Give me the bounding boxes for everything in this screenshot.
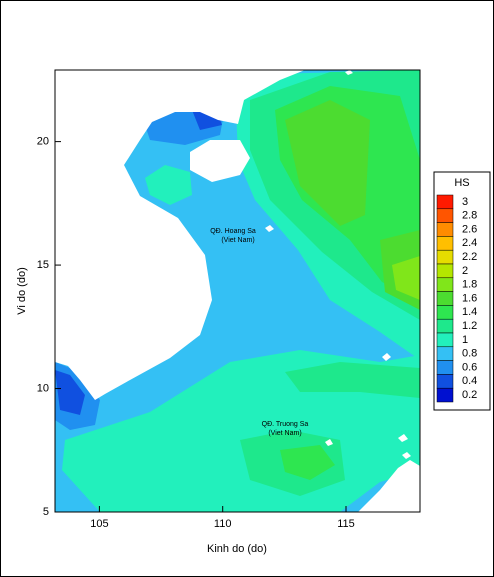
annotation: QĐ. Hoang Sa <box>210 228 256 235</box>
legend-label: 1.8 <box>462 279 477 291</box>
hainan <box>190 140 250 182</box>
legend-label: 1.6 <box>462 292 477 304</box>
borneo <box>358 460 420 512</box>
legend-label: 2.4 <box>462 237 477 249</box>
contour-region <box>285 362 420 398</box>
legend-swatch <box>436 236 454 251</box>
y-tick-label: 20 <box>37 136 49 148</box>
legend-label: 2 <box>462 265 468 277</box>
legend-swatch <box>436 387 454 403</box>
annotation: (Viet Nam) <box>221 237 254 244</box>
annotation: QĐ. Truong Sa <box>262 421 309 428</box>
legend-swatch <box>436 277 454 292</box>
x-axis-label: Kinh do (do) <box>207 543 267 555</box>
legend-title: HS <box>454 177 469 189</box>
legend-label: 2.2 <box>462 251 477 263</box>
legend-label: 3 <box>462 196 468 208</box>
contour-region <box>392 256 420 300</box>
x-tick-label: 115 <box>337 518 355 530</box>
legend-label: 1.2 <box>462 320 477 332</box>
legend-swatch <box>436 222 454 237</box>
legend-swatch <box>436 346 454 361</box>
legend-label: 1.4 <box>462 306 477 318</box>
contour-region <box>285 100 370 226</box>
legend-swatch <box>436 263 454 279</box>
y-tick-label: 10 <box>37 382 49 394</box>
y-tick-label: 15 <box>37 259 49 271</box>
plot-border <box>54 69 421 513</box>
contour-region <box>280 445 335 480</box>
contour-region <box>145 165 192 205</box>
legend-label: 0.2 <box>462 389 477 401</box>
legend-swatch <box>436 374 454 389</box>
legend-label: 2.6 <box>462 223 477 235</box>
y-tick-label: 5 <box>43 506 49 518</box>
legend-label: 1 <box>462 334 468 346</box>
land <box>55 70 420 512</box>
contour-region <box>55 370 85 415</box>
annotation: (Viet Nam) <box>268 430 301 437</box>
x-tick-label: 110 <box>214 518 232 530</box>
legend-swatch <box>436 318 454 334</box>
legend-label: 0.4 <box>462 375 477 387</box>
legend-label: 0.8 <box>462 348 477 360</box>
legend-swatch <box>436 360 454 375</box>
legend-label: 2.8 <box>462 210 477 222</box>
legend-swatch <box>436 208 454 223</box>
legend-label: 0.6 <box>462 361 477 373</box>
x-tick-label: 105 <box>90 518 108 530</box>
legend-swatch <box>436 291 454 306</box>
legend-swatch <box>436 305 454 320</box>
mainland <box>55 70 305 400</box>
legend-swatch <box>436 332 454 348</box>
legend-swatch <box>436 249 454 265</box>
legend-swatch <box>436 194 454 210</box>
y-axis-label: Vi do (do) <box>16 267 28 315</box>
